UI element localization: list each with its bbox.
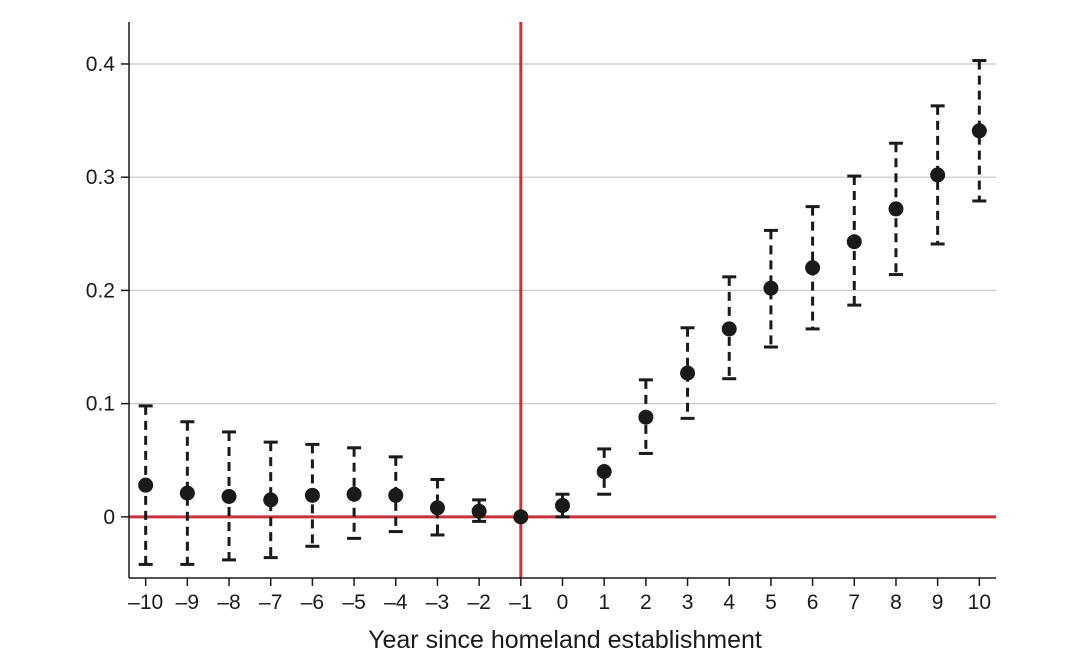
x-tick-label: –7 bbox=[259, 591, 282, 614]
error-bar bbox=[930, 104, 945, 246]
data-point bbox=[763, 280, 779, 296]
data-point bbox=[346, 486, 362, 502]
data-point bbox=[638, 409, 654, 425]
data-point bbox=[721, 321, 737, 337]
data-point bbox=[888, 201, 904, 217]
x-tick-label: –6 bbox=[301, 591, 324, 614]
x-tick-label: 8 bbox=[890, 591, 902, 614]
x-tick-label: –1 bbox=[509, 591, 532, 614]
y-tick-label: 0.3 bbox=[86, 166, 115, 189]
data-point bbox=[680, 365, 696, 381]
x-tick-label: 9 bbox=[932, 591, 944, 614]
data-point bbox=[555, 498, 570, 514]
data-point bbox=[388, 487, 404, 503]
x-tick-label: 2 bbox=[640, 591, 652, 614]
data-point bbox=[596, 464, 612, 480]
y-tick-label: 0.2 bbox=[86, 279, 115, 302]
data-point bbox=[805, 260, 821, 276]
data-point bbox=[221, 488, 237, 504]
data-point bbox=[429, 500, 445, 516]
error-bar bbox=[263, 440, 278, 560]
data-point bbox=[971, 123, 987, 139]
x-tick-label: –10 bbox=[128, 591, 163, 614]
y-tick-label: 0.1 bbox=[86, 393, 115, 416]
x-axis-ticks: –10 –9 –8 –7 –6 –5 –4 –3 –2 –1 0 1 2 3 4 5 6 7 8 9 10 bbox=[128, 578, 991, 614]
data-point bbox=[846, 234, 862, 250]
error-bar bbox=[555, 492, 570, 519]
data-point bbox=[263, 492, 279, 508]
x-tick-label: 7 bbox=[848, 591, 860, 614]
x-tick-label: 0 bbox=[557, 591, 569, 614]
x-tick-label: –8 bbox=[217, 591, 240, 614]
x-tick-label: –5 bbox=[342, 591, 365, 614]
data-point bbox=[304, 487, 320, 503]
error-bar bbox=[430, 477, 445, 537]
x-tick-label: –9 bbox=[176, 591, 199, 614]
error-bar bbox=[180, 420, 195, 566]
x-tick-label: –3 bbox=[426, 591, 449, 614]
data-points bbox=[138, 123, 987, 525]
data-point bbox=[471, 503, 487, 519]
x-axis-label: Year since homeland establishment bbox=[368, 626, 762, 654]
x-tick-label: –2 bbox=[467, 591, 490, 614]
x-tick-label: 1 bbox=[598, 591, 610, 614]
error-bars bbox=[138, 59, 987, 566]
data-point bbox=[179, 485, 195, 501]
error-bar bbox=[763, 228, 778, 349]
x-tick-label: –4 bbox=[384, 591, 408, 614]
x-tick-label: 3 bbox=[682, 591, 694, 614]
data-point bbox=[513, 509, 529, 525]
y-tick-label: 0 bbox=[103, 506, 115, 529]
x-tick-label: 5 bbox=[765, 591, 777, 614]
data-point bbox=[138, 477, 154, 493]
grid-lines bbox=[129, 63, 996, 405]
y-axis-ticks: 0 0.1 0.2 0.3 0.4 bbox=[86, 53, 129, 529]
x-tick-label: 6 bbox=[807, 591, 819, 614]
y-tick-label: 0.4 bbox=[86, 53, 116, 76]
x-tick-label: 10 bbox=[968, 591, 991, 614]
data-point bbox=[930, 167, 946, 183]
x-tick-label: 4 bbox=[723, 591, 735, 614]
error-bar bbox=[972, 59, 987, 203]
